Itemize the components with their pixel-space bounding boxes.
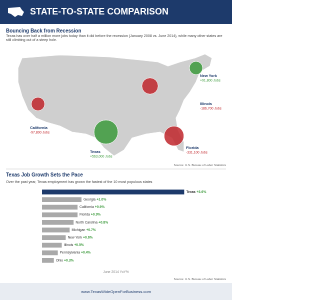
callout-label: -186,700 Jobs <box>200 106 222 110</box>
callout-label: +563,000 Jobs <box>90 154 113 158</box>
bar <box>42 235 66 240</box>
callout-state: Illinois <box>200 102 212 106</box>
callout-state: California <box>30 126 48 130</box>
bar <box>42 227 70 233</box>
callout-state: New York <box>200 74 218 78</box>
bar-category: Michigan <box>72 228 86 232</box>
bar-value-label: +3.6% <box>197 190 207 194</box>
callout-state: Texas <box>90 150 100 154</box>
footer-bar <box>0 283 232 300</box>
bar-category: Texas <box>186 190 195 194</box>
bar-category: Illinois <box>64 243 74 247</box>
header-title: STATE-TO-STATE COMPARISON <box>30 6 169 16</box>
bar <box>42 212 78 218</box>
callout-label: +91,800 Jobs <box>200 78 221 82</box>
job-bubble <box>93 119 119 145</box>
bar-value-label: +0.8% <box>98 220 108 224</box>
job-bubble <box>163 125 185 147</box>
job-bubble <box>189 61 203 75</box>
bar-value-label: +0.9% <box>95 205 105 209</box>
bar-value-label: +0.7% <box>86 228 96 232</box>
bar-category: New York <box>68 235 83 239</box>
header-bar <box>0 0 232 24</box>
bar-category: Georgia <box>84 197 96 201</box>
bar-value-label: +0.5% <box>74 243 84 247</box>
bar-value-label: +0.4% <box>81 251 91 255</box>
map-description: Texas has over half a million more jobs … <box>6 34 223 43</box>
us-map <box>17 53 213 157</box>
bar <box>42 242 62 248</box>
bar-value-label: +1.0% <box>97 197 107 201</box>
bar <box>42 258 54 263</box>
map-heading: Bouncing Back from Recession <box>6 28 81 34</box>
bar-value-label: +0.3% <box>64 258 74 262</box>
bar-category: North Carolina <box>76 220 98 224</box>
callout-label: -331,100 Jobs <box>186 150 208 154</box>
bar-value-label: +0.9% <box>91 213 101 217</box>
bar <box>42 189 185 195</box>
chart-title: Texas Job Growth Sets the Pace <box>6 172 83 178</box>
job-bubble <box>141 77 159 95</box>
callout-label: -97,800 Jobs <box>30 130 50 134</box>
x-axis-label: June 2014 YoY% <box>103 270 129 274</box>
job-bubble <box>30 96 46 112</box>
bar-value-label: +0.6% <box>83 235 93 239</box>
callout-state: Florida <box>186 146 200 150</box>
bar-category: Pennsylvania <box>60 251 80 255</box>
bar <box>42 204 78 210</box>
infographic: STATE-TO-STATE COMPARISON Bouncing Back … <box>0 0 232 300</box>
map-source: Source: U.S. Bureau of Labor Statistics <box>174 163 227 167</box>
bar-category: Ohio <box>56 258 63 262</box>
bar <box>42 250 58 256</box>
chart-subtitle: Over the past year, Texas employment has… <box>6 180 153 184</box>
bar-category: California <box>80 205 94 209</box>
chart-source: Source: U.S. Bureau of Labor Statistics <box>174 277 227 281</box>
bar-category: Florida <box>80 213 90 217</box>
us-icon <box>8 7 24 17</box>
bar <box>42 197 82 202</box>
map-description-box: Texas has over half a million more jobs … <box>6 34 223 43</box>
bar <box>42 220 74 225</box>
footer-url: www.TexasWideOpenForBusiness.com <box>81 289 151 294</box>
